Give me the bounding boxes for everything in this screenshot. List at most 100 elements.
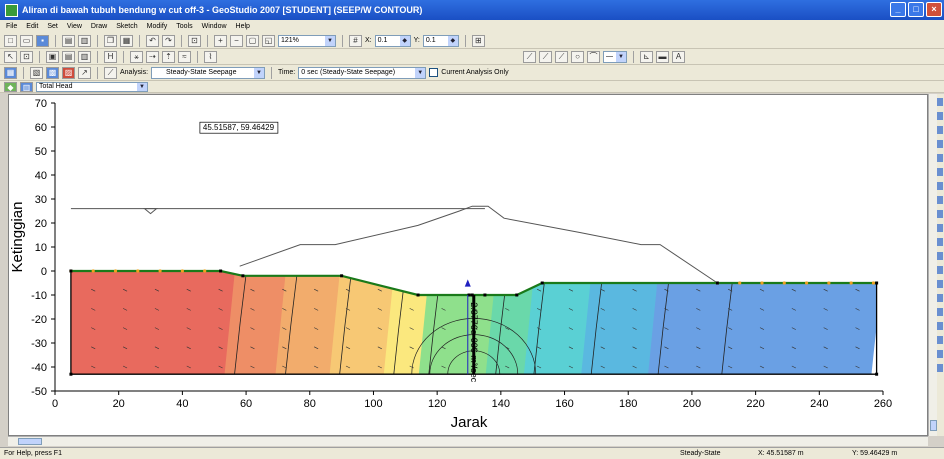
flux-icon[interactable]: ⇡ (162, 50, 175, 63)
tool-icon[interactable] (937, 112, 943, 120)
tool-icon[interactable] (937, 364, 943, 372)
label-icon[interactable]: ▬ (656, 50, 669, 63)
new-icon[interactable]: □ (4, 34, 17, 47)
tool-icon[interactable] (937, 336, 943, 344)
contour-icon[interactable]: ▥ (78, 50, 91, 63)
print-preview-icon[interactable]: ▥ (78, 34, 91, 47)
boundary-icon[interactable]: ▨ (62, 66, 75, 79)
flow-vector (632, 288, 637, 292)
tool-icon[interactable] (937, 308, 943, 316)
menu-set[interactable]: Set (47, 23, 58, 30)
tool-icon[interactable] (937, 322, 943, 330)
line-style-select[interactable]: — ▼ (603, 50, 627, 63)
open-icon[interactable]: ▭ (20, 34, 33, 47)
tool-icon[interactable] (937, 294, 943, 302)
flow-vector-icon[interactable]: ⇢ (146, 50, 159, 63)
boundary-node (467, 293, 471, 297)
horizontal-scrollbar[interactable] (8, 436, 928, 446)
zoom-in-icon[interactable]: + (214, 34, 227, 47)
axes-icon[interactable]: ⊾ (640, 50, 653, 63)
grid-icon[interactable]: # (349, 34, 362, 47)
material-icon[interactable]: ▧ (30, 66, 43, 79)
define-icon[interactable]: ▣ (46, 50, 59, 63)
zoom-objects-icon[interactable]: ◱ (262, 34, 275, 47)
menu-tools[interactable]: Tools (176, 23, 193, 30)
select-icon[interactable]: ⊡ (20, 50, 33, 63)
print-icon[interactable]: ▤ (62, 34, 75, 47)
save-icon[interactable]: ▪ (36, 34, 49, 47)
pointer-icon[interactable]: ↗ (78, 66, 91, 79)
flow-vector (186, 327, 191, 330)
contour-band (580, 271, 672, 375)
zoom-window-icon[interactable]: ⊡ (188, 34, 201, 47)
menu-view[interactable]: View (66, 23, 82, 30)
close-button[interactable]: × (926, 2, 942, 17)
flow-vector (186, 365, 191, 369)
maximize-button[interactable]: □ (908, 2, 924, 17)
sketch-arrow-icon[interactable]: ⟋ (539, 50, 552, 63)
tool-icon[interactable] (937, 224, 943, 232)
contour-fill-icon[interactable]: ◆ (4, 81, 17, 92)
region-icon[interactable]: ▩ (46, 66, 59, 79)
menu-window[interactable]: Window (201, 23, 227, 30)
tool-icon[interactable] (937, 140, 943, 148)
zoom-select[interactable]: 121% ▼ (278, 34, 336, 47)
minimize-button[interactable]: _ (890, 2, 906, 17)
drawing-canvas[interactable]: 2.0776e-006 m³/sec 0 20 40 60 80 100 120 140 160… (8, 94, 928, 436)
tool-icon[interactable] (937, 154, 943, 162)
arrow-icon[interactable]: ↖ (4, 50, 17, 63)
flow-vector (855, 288, 860, 292)
menu-sketch[interactable]: Sketch (116, 23, 138, 30)
copy-icon[interactable]: ❐ (104, 34, 117, 47)
tool-icon[interactable] (937, 168, 943, 176)
h-icon[interactable]: H (104, 50, 117, 63)
flow-vector (441, 327, 446, 330)
tool-icon[interactable] (937, 126, 943, 134)
redo-icon[interactable]: ↷ (162, 34, 175, 47)
menu-draw[interactable]: Draw (90, 23, 108, 30)
tool-icon[interactable] (937, 182, 943, 190)
zoom-page-icon[interactable]: ▢ (246, 34, 259, 47)
contour-legend-icon[interactable]: ▥ (20, 81, 33, 92)
tool-icon[interactable] (937, 280, 943, 288)
tool-icon[interactable] (937, 350, 943, 358)
flow-vector (377, 346, 382, 350)
text-icon[interactable]: A (672, 50, 685, 63)
undo-icon[interactable]: ↶ (146, 34, 159, 47)
flow-path-icon[interactable]: ⚹ (130, 50, 143, 63)
x-tick-label: 200 (683, 398, 701, 410)
vertical-scrollbar[interactable] (928, 94, 937, 436)
flow-vector (600, 365, 605, 369)
x-grid-spacing[interactable]: 0.1 ◆ (374, 34, 411, 47)
tool-icon[interactable] (937, 196, 943, 204)
sketch-curve-icon[interactable]: ⌒ (587, 50, 600, 63)
analysis-select[interactable]: Steady-State Seepage ▼ (151, 66, 266, 79)
paste-icon[interactable]: ▦ (120, 34, 133, 47)
menu-file[interactable]: File (6, 23, 18, 30)
menu-edit[interactable]: Edit (26, 23, 39, 30)
menu-modify[interactable]: Modify (146, 23, 168, 30)
tool-icon[interactable] (937, 238, 943, 246)
tool-icon[interactable] (937, 252, 943, 260)
tool-icon[interactable] (937, 210, 943, 218)
y-grid-spacing[interactable]: 0.1 ◆ (422, 34, 459, 47)
solve-icon[interactable]: ▤ (62, 50, 75, 63)
flow-vector (314, 327, 319, 330)
isoline-icon[interactable]: ≈ (178, 50, 191, 63)
sketch-circle-icon[interactable]: ○ (571, 50, 584, 63)
tool-icon[interactable] (937, 98, 943, 106)
keyin-icon[interactable]: ▦ (4, 66, 17, 79)
time-select[interactable]: 0 sec (Steady-State Seepage) ▼ (298, 66, 427, 79)
current-only-checkbox[interactable] (429, 68, 439, 77)
flow-vector (154, 308, 160, 311)
sketch-line-icon[interactable]: ⟋ (523, 50, 536, 63)
menu-help[interactable]: Help (235, 23, 250, 30)
outflow-marker (782, 281, 786, 285)
tool-icon[interactable] (937, 266, 943, 274)
zoom-out-icon[interactable]: − (230, 34, 243, 47)
snap-icon[interactable]: ⊞ (471, 34, 485, 47)
sketch-arc-icon[interactable]: ⟋ (555, 50, 568, 63)
flow-vector (728, 308, 733, 311)
graph-icon[interactable]: ⌇ (204, 50, 217, 63)
contour-parameter-select[interactable]: Total Head ▼ (36, 81, 148, 92)
